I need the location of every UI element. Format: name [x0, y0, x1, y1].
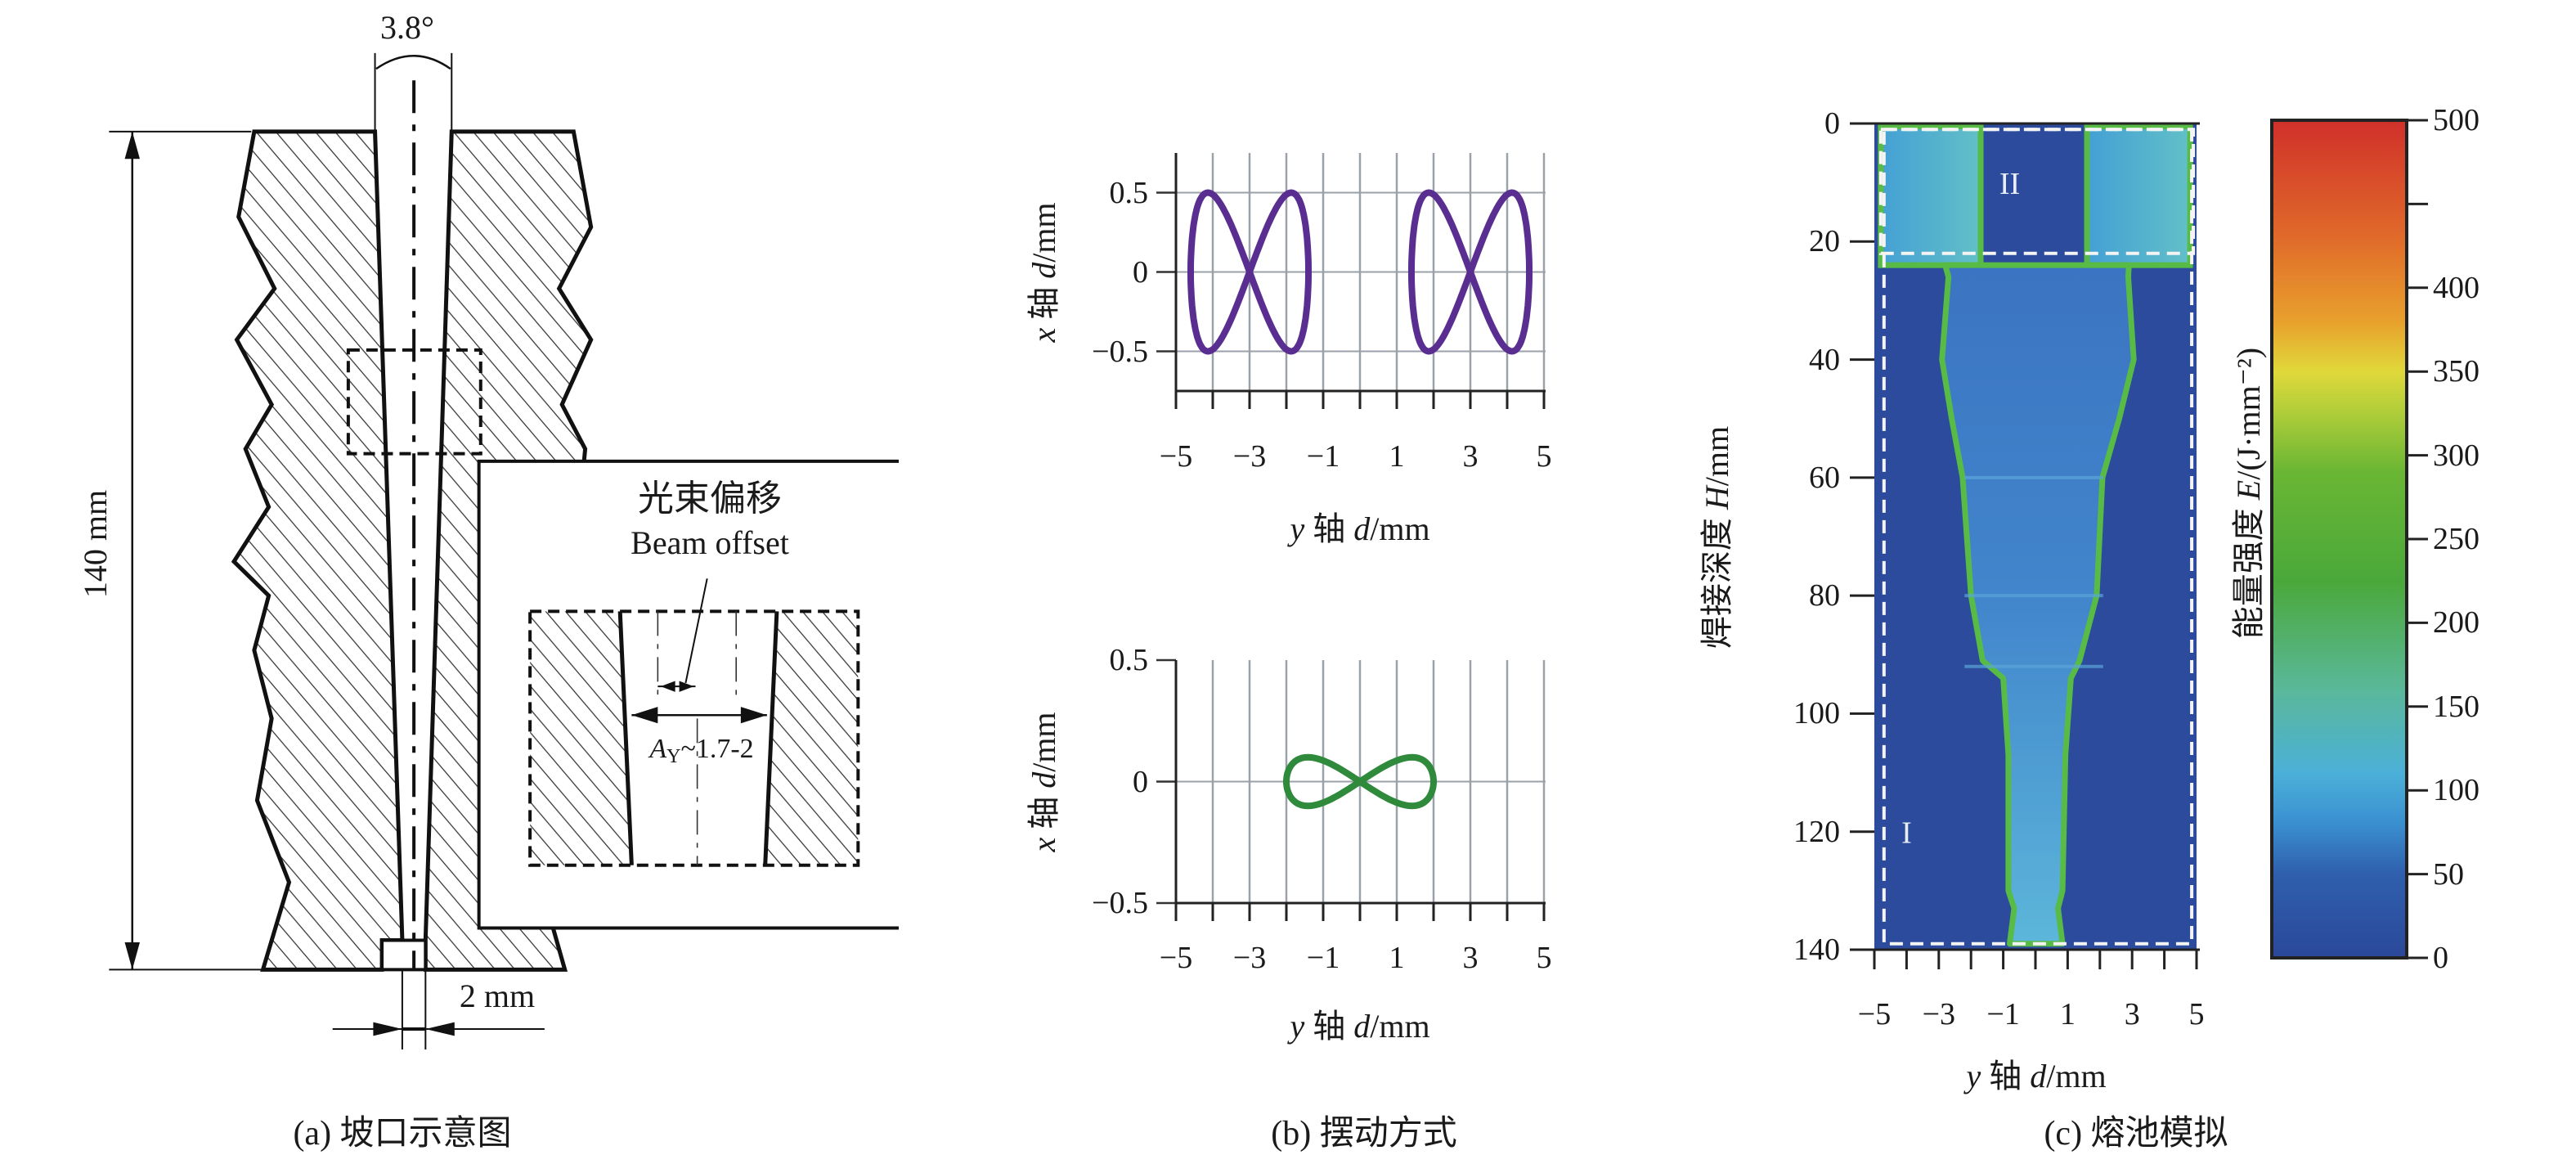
- chart-b2-xtick-label: 1: [1389, 941, 1405, 975]
- chart-b2-ylabel: x 轴 d/mm: [1025, 712, 1062, 852]
- colorbar-tick-label: 50: [2433, 856, 2464, 892]
- chart-b1-xtick-label: −5: [1159, 439, 1193, 474]
- chart-b1-xtick-label: 1: [1389, 439, 1405, 474]
- chart-b1-ytick-label: 0: [1133, 254, 1148, 290]
- amplitude-sub: Y: [666, 746, 681, 767]
- chart-b2-xtick-label: 5: [1536, 941, 1552, 975]
- left-plate: [234, 132, 402, 970]
- colorbar-label: 能量强度 E/(J·mm⁻²): [2230, 347, 2267, 640]
- chart-c-ytick-label: 20: [1809, 224, 1840, 259]
- chart-b1-ytick-label: 0.5: [1109, 175, 1149, 210]
- colorbar-tick-label: 400: [2433, 270, 2480, 305]
- amplitude-label: AY~1.7-2: [649, 734, 754, 767]
- chart-b2-xtick-label: −3: [1232, 941, 1267, 975]
- inset-label-en: Beam offset: [631, 524, 789, 561]
- angle-arc: [376, 56, 451, 69]
- chart-b2-xtick-label: −1: [1306, 941, 1340, 975]
- chart-b1-xtick-label: −1: [1306, 439, 1340, 474]
- chart-b2-ytick-label: 0.5: [1109, 643, 1149, 677]
- caption-b: (b) 摆动方式: [1271, 1115, 1457, 1153]
- caption-c: (c) 熔池模拟: [2044, 1115, 2228, 1153]
- chart-c-xtick-label: 1: [2059, 997, 2076, 1031]
- colorbar-tick-label: 300: [2433, 438, 2480, 473]
- colorbar-tick-label: 0: [2433, 941, 2448, 975]
- inset-label-cn: 光束偏移: [638, 479, 782, 519]
- chart-b1-trajectory-0: [1187, 189, 1312, 355]
- angle-label: 3.8°: [380, 9, 434, 46]
- chart-c-ytick-label: 60: [1809, 460, 1840, 495]
- chart-c-xtick-label: 5: [2188, 997, 2205, 1031]
- region-label-II: II: [1999, 167, 2020, 201]
- colorbar-tick-label: 350: [2433, 354, 2480, 389]
- chart-b2-xtick-label: 3: [1462, 941, 1479, 975]
- chart-c-ytick-label: 80: [1809, 578, 1840, 613]
- caption-a: (a) 坡口示意图: [293, 1115, 512, 1153]
- region-label-I: I: [1901, 816, 1912, 851]
- colorbar-tick-label: 100: [2433, 773, 2480, 808]
- colorbar-tick-label: 250: [2433, 522, 2480, 556]
- chart-c-ytick-label: 140: [1793, 933, 1840, 967]
- chart-b1-xtick-label: −3: [1232, 439, 1267, 474]
- groove-root: [382, 941, 425, 970]
- root-gap-label: 2 mm: [459, 977, 536, 1014]
- chart-c-ytick-label: 0: [1824, 106, 1840, 141]
- chart-b1-ytick-label: −0.5: [1092, 334, 1148, 369]
- chart-c-xtick-label: −5: [1857, 997, 1892, 1031]
- chart-c-ytick-label: 120: [1793, 814, 1840, 849]
- chart-b2-ytick-label: −0.5: [1092, 886, 1148, 920]
- chart-b1-xtick-label: 5: [1536, 439, 1552, 474]
- colorbar-tick-label: 200: [2433, 605, 2480, 640]
- chart-b2-trajectory-0: [1283, 753, 1437, 810]
- detail-inset: [479, 461, 899, 928]
- depth-label: 140 mm: [77, 489, 114, 599]
- chart-b2-ytick-label: 0: [1133, 764, 1148, 799]
- chart-c-xtick-label: −1: [1986, 997, 2020, 1031]
- chart-b1-xlabel: y 轴 d/mm: [1290, 510, 1430, 547]
- amplitude-symbol: A: [649, 734, 667, 764]
- colorbar: [2270, 119, 2408, 960]
- chart-c-xtick-label: 3: [2124, 997, 2140, 1031]
- colorbar-tick-label: 150: [2433, 689, 2480, 724]
- chart-c-ytick-label: 40: [1809, 342, 1840, 377]
- chart-c-xlabel: y 轴 d/mm: [1966, 1058, 2107, 1094]
- chart-b1-trajectory-1: [1408, 189, 1533, 355]
- region-box-I: [1882, 128, 2194, 946]
- detail-box: [348, 350, 481, 454]
- chart-c-ytick-label: 100: [1793, 696, 1840, 731]
- chart-c-ylabel: 焊接深度 H/mm: [1699, 425, 1735, 649]
- beam-offset-leader: [685, 578, 707, 683]
- chart-b2-xlabel: y 轴 d/mm: [1290, 1008, 1430, 1045]
- chart-c-xtick-label: −3: [1922, 997, 1956, 1031]
- chart-b1-xtick-label: 3: [1462, 439, 1479, 474]
- colorbar-tick-label: 500: [2433, 103, 2480, 137]
- chart-b1-ylabel: x 轴 d/mm: [1025, 202, 1062, 343]
- groove-diagram: [109, 53, 899, 1049]
- heatmap-top-block-1: [2084, 124, 2193, 268]
- amplitude-value: ~1.7-2: [680, 734, 754, 764]
- chart-b2-xtick-label: −5: [1159, 941, 1193, 975]
- heatmap-top-block-0: [1878, 124, 1984, 268]
